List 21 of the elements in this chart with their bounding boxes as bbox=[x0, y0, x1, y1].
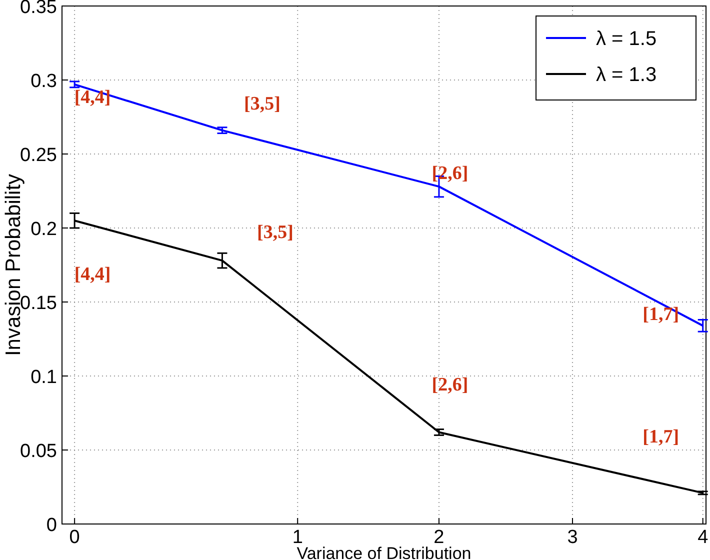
annotation: [4,4] bbox=[74, 264, 111, 285]
x-tick-label: 0 bbox=[69, 527, 80, 548]
y-tick-label: 0.35 bbox=[20, 0, 57, 18]
y-tick-label: 0.15 bbox=[20, 293, 57, 314]
annotation: [3,5] bbox=[244, 94, 280, 115]
y-tick-label: 0.05 bbox=[20, 441, 57, 462]
annotation: [4,4] bbox=[74, 86, 111, 108]
annotation: [3,5] bbox=[257, 222, 294, 243]
line-series bbox=[74, 83, 704, 327]
annotation: [1,7] bbox=[642, 304, 680, 326]
x-tick-label: 4 bbox=[698, 527, 709, 548]
y-tick-label: 0.25 bbox=[20, 145, 57, 166]
y-tick-label: 0.2 bbox=[30, 219, 57, 240]
annotation: [2,6] bbox=[432, 162, 468, 184]
legend-label: λ = 1.5 bbox=[596, 28, 657, 50]
annotation: [1,7] bbox=[642, 426, 680, 448]
y-tick-label: 0.1 bbox=[30, 367, 57, 388]
annotation: [2,6] bbox=[432, 374, 468, 396]
legend-label: λ = 1.3 bbox=[596, 64, 657, 86]
x-tick-label: 3 bbox=[567, 527, 578, 548]
y-tick-label: 0.3 bbox=[30, 71, 57, 92]
